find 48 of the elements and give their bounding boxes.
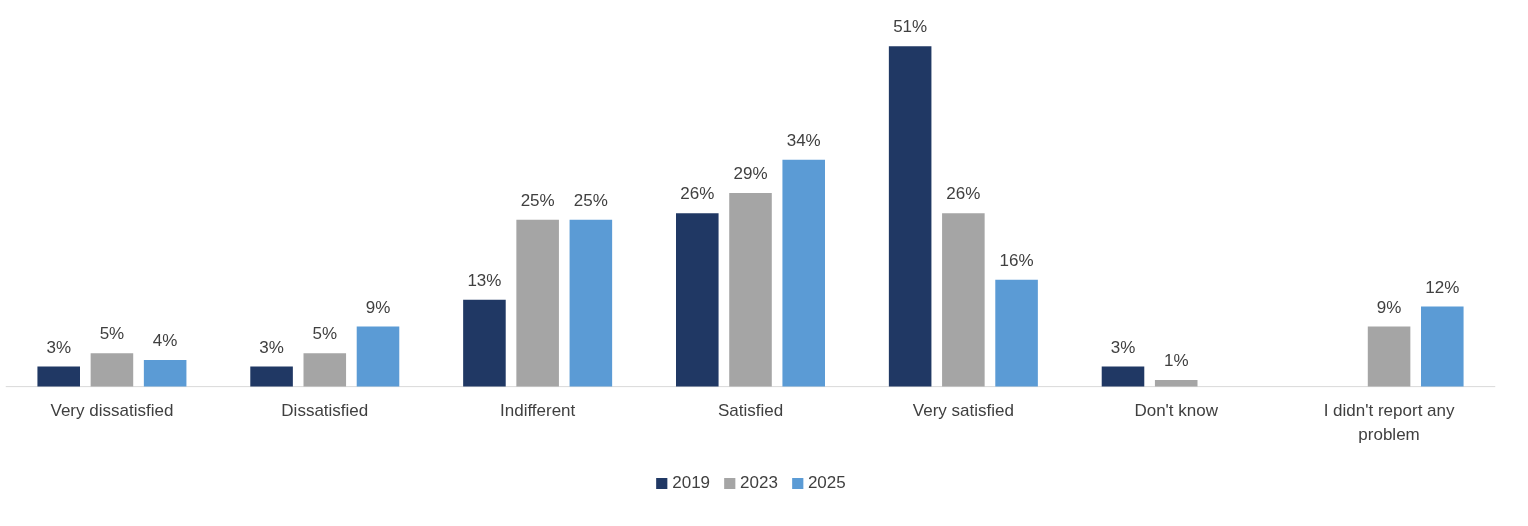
legend-label: 2023 bbox=[740, 473, 778, 493]
data-label: 34% bbox=[786, 130, 821, 150]
bar bbox=[888, 46, 932, 387]
data-label: 3% bbox=[46, 337, 72, 357]
x-tick-label: Very satisfied bbox=[912, 400, 1014, 420]
x-tick-label: Indifferent bbox=[499, 400, 576, 420]
data-label: 5% bbox=[312, 324, 338, 344]
bar bbox=[676, 213, 719, 387]
data-label: 1% bbox=[1163, 350, 1189, 370]
legend-label: 2025 bbox=[807, 473, 846, 493]
data-label: 3% bbox=[259, 337, 284, 357]
bar bbox=[516, 219, 559, 387]
bar bbox=[1367, 326, 1411, 387]
bar bbox=[729, 193, 772, 387]
data-label: 9% bbox=[365, 297, 391, 317]
bar bbox=[250, 366, 293, 387]
x-tick-label: Satisfied bbox=[717, 400, 784, 420]
data-label: 13% bbox=[467, 270, 502, 290]
bar bbox=[463, 299, 506, 387]
data-label: 3% bbox=[1110, 337, 1136, 357]
x-tick-label: Don't know bbox=[1134, 400, 1219, 420]
data-label: 51% bbox=[893, 17, 928, 37]
bar bbox=[1154, 379, 1198, 387]
bar bbox=[995, 279, 1038, 387]
bar bbox=[1101, 366, 1145, 387]
bar bbox=[37, 366, 80, 387]
data-label: 29% bbox=[733, 164, 768, 184]
data-label: 4% bbox=[152, 330, 178, 350]
bar bbox=[569, 219, 613, 387]
data-label: 26% bbox=[680, 184, 715, 204]
x-tick-label: Very dissatisfied bbox=[50, 400, 174, 420]
x-tick-label: Dissatisfied bbox=[281, 400, 369, 420]
bar bbox=[356, 326, 400, 387]
bar bbox=[942, 213, 985, 387]
data-label: 16% bbox=[999, 250, 1034, 270]
bar bbox=[90, 353, 134, 387]
bar bbox=[303, 353, 347, 387]
bar bbox=[782, 159, 825, 387]
bar bbox=[143, 359, 187, 387]
data-label: 9% bbox=[1376, 297, 1402, 317]
data-label: 5% bbox=[99, 324, 125, 344]
data-label: 25% bbox=[520, 190, 555, 210]
data-label: 12% bbox=[1425, 277, 1460, 297]
legend-label: 2019 bbox=[672, 473, 711, 493]
data-label: 25% bbox=[573, 190, 608, 210]
x-tick-label: I didn't report any problem bbox=[1323, 400, 1455, 445]
bar bbox=[1421, 306, 1464, 387]
data-label: 26% bbox=[946, 184, 981, 204]
